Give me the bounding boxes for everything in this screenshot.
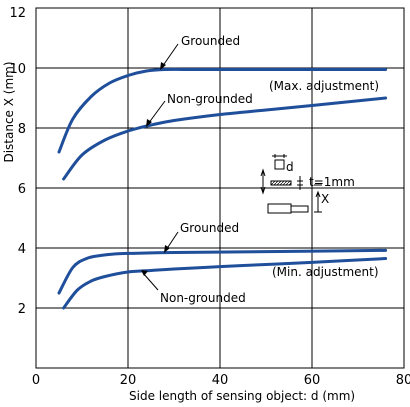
arrowhead-max-grounded (160, 62, 166, 70)
arrowhead-min-grounded (164, 245, 170, 253)
series-lines (57, 67, 388, 310)
y-tick-label: 10 (9, 62, 26, 77)
x-tick-label: 20 (120, 373, 137, 388)
x-tick-label: 80 (396, 373, 410, 388)
plot-frame (35, 7, 405, 369)
x-axis-label: Side length of sensing object: d (mm) (129, 389, 355, 403)
y-tick-label: 12 (9, 6, 26, 21)
series-line-min-non-grounded (62, 257, 388, 310)
sensor-head (290, 205, 309, 213)
y-tick-label: 6 (18, 182, 26, 197)
label-min-grounded: Grounded (180, 221, 239, 235)
leader-max-grounded (161, 43, 179, 68)
sensing-object-outline (274, 159, 285, 170)
inset-label-t: t=1mm (309, 175, 355, 189)
y-tick-label: 8 (18, 122, 26, 137)
x-tick-label: 60 (304, 373, 321, 388)
dimension-t-marks (260, 168, 303, 195)
inset-label-d: d (286, 160, 294, 174)
y-tick-label: 4 (18, 242, 26, 257)
tick-labels: 0 20 40 60 80 2 4 6 8 10 12 (9, 6, 410, 388)
label-max-non-grounded: Non-grounded (167, 92, 253, 106)
sensor-body (267, 203, 292, 214)
label-min-adjustment: (Min. adjustment) (272, 265, 379, 279)
x-tick-label: 40 (212, 373, 229, 388)
arrowhead-max-non-grounded (146, 119, 152, 127)
series-line-min-grounded (57, 248, 388, 295)
y-tick-label: 2 (18, 302, 26, 317)
x-tick-label: 0 (32, 373, 40, 388)
label-max-adjustment: (Max. adjustment) (269, 79, 379, 93)
label-max-grounded: Grounded (181, 34, 240, 48)
dimension-x-marks (314, 184, 322, 213)
inset-label-x: X (321, 192, 329, 206)
y-axis-label: Distance X (mm) (2, 61, 16, 162)
sensing-object-diagram (260, 154, 322, 214)
leader-min-non-grounded (142, 272, 159, 291)
annotation-arrowheads (141, 62, 170, 276)
series-line-max-grounded (57, 67, 388, 154)
arrowhead-min-non-grounded (141, 270, 148, 276)
leader-max-non-grounded (147, 100, 166, 125)
series-line-max-non-grounded (62, 96, 388, 181)
label-min-non-grounded: Non-grounded (160, 291, 246, 305)
sensing-object-plate (270, 180, 292, 186)
dimension-d-marks (272, 154, 287, 158)
